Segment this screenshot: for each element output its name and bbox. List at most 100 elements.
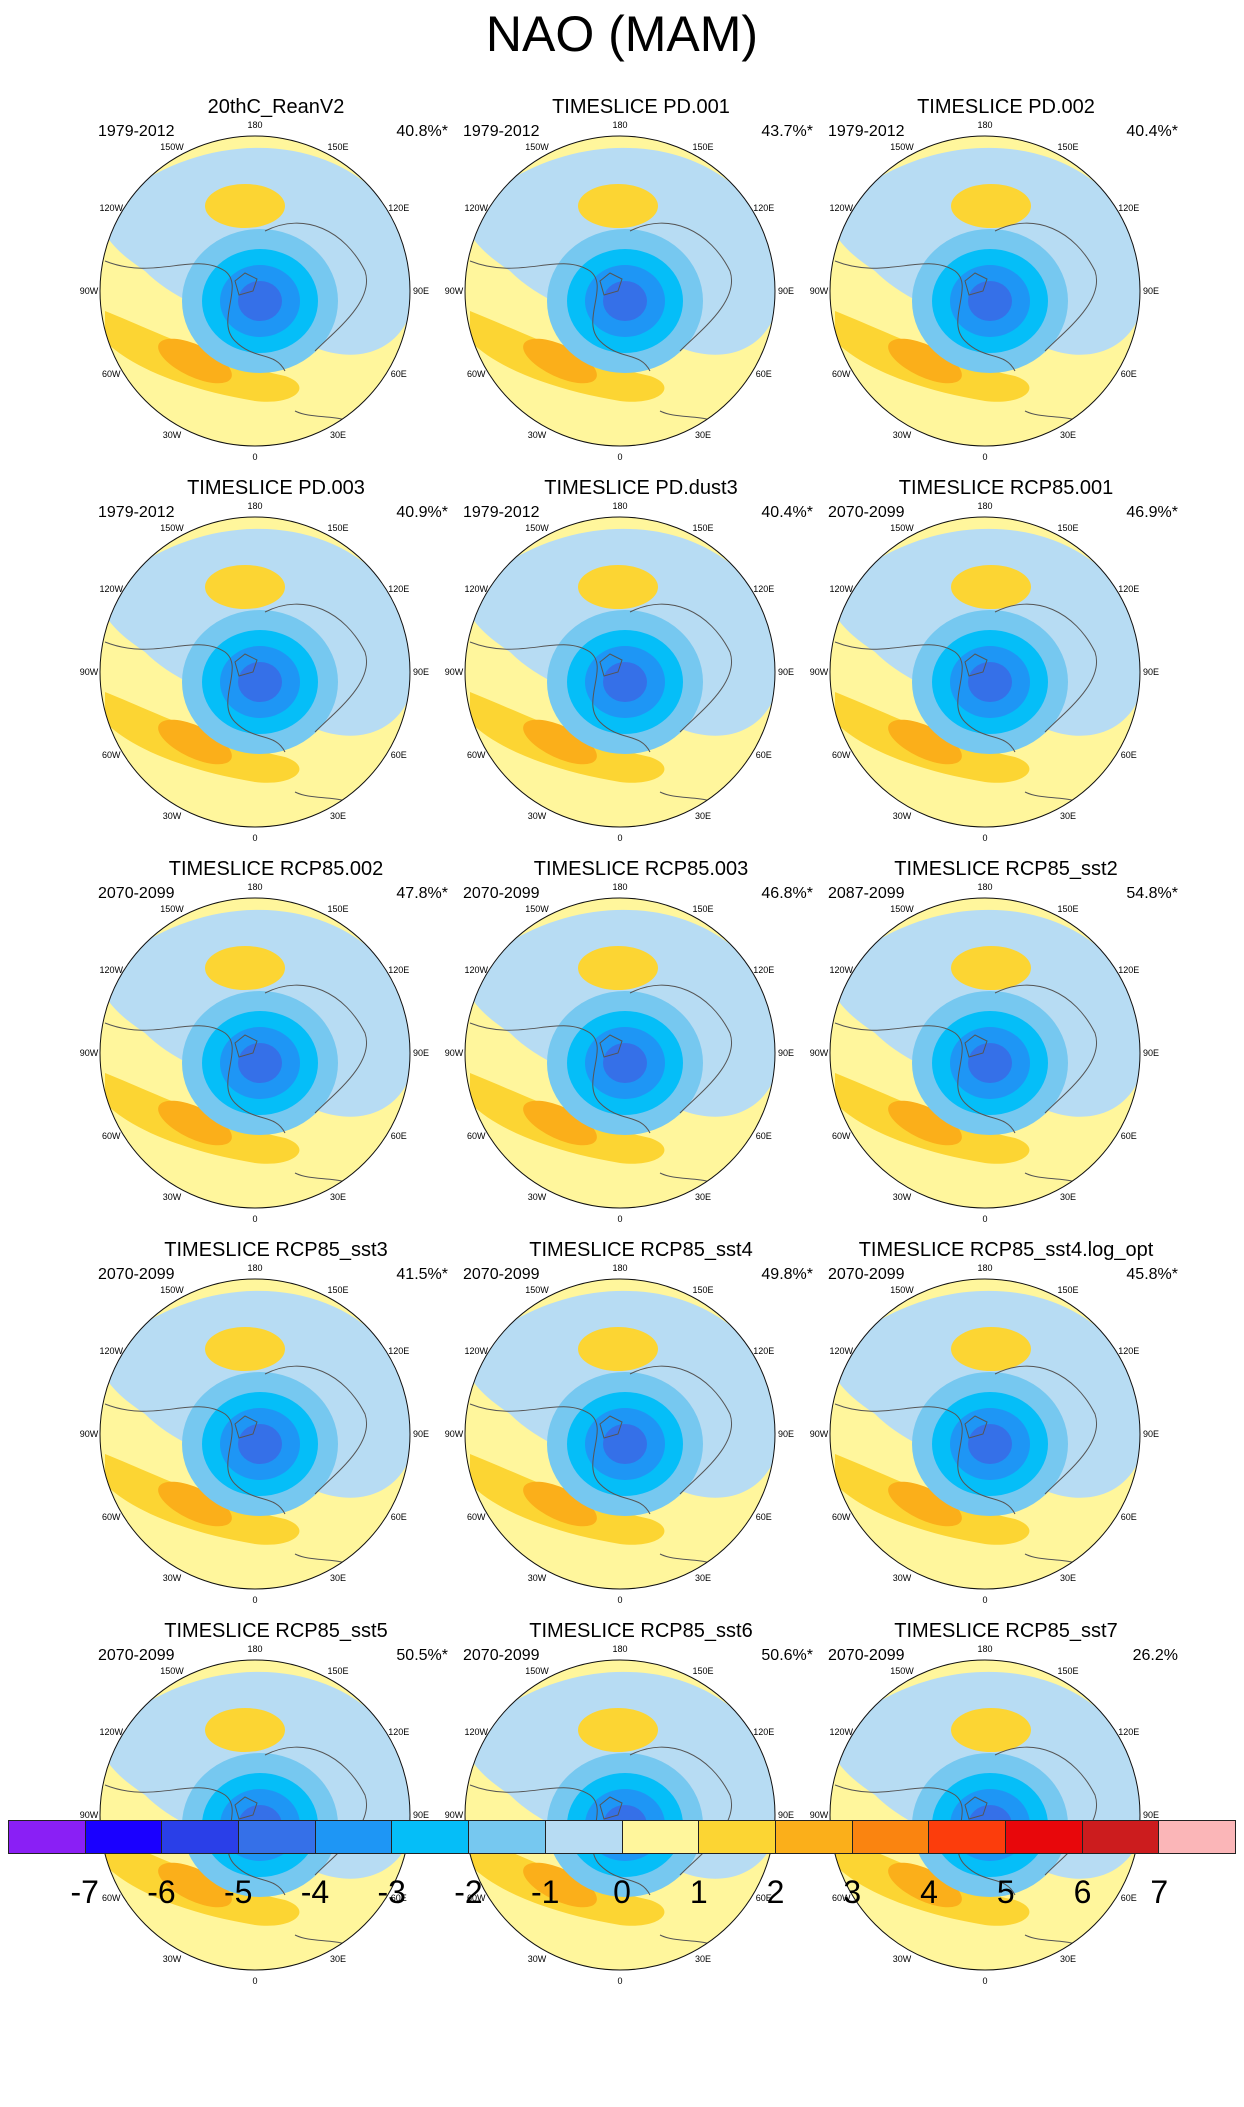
lon-label: 30W (528, 1954, 547, 1964)
coastline-west (104, 1784, 286, 1896)
colorbar-box (85, 1821, 163, 1853)
lon-label: 30E (695, 1192, 711, 1202)
arctic-negative-lobe-core (968, 281, 1012, 321)
coastline-arctic-island (234, 1796, 258, 1820)
lon-label: 30W (893, 430, 912, 440)
colorbar-box (9, 1821, 86, 1853)
panel-explained-variance: 49.8%* (761, 1266, 813, 1283)
lon-label: 30W (528, 430, 547, 440)
lon-label: 0 (617, 1976, 622, 1986)
lon-label: 0 (252, 1214, 257, 1224)
lon-label: 150W (525, 1666, 549, 1676)
lon-label: 90E (413, 1429, 429, 1439)
panel-explained-variance: 41.5%* (396, 1266, 448, 1283)
colorbar-box (545, 1821, 623, 1853)
lon-label: 60W (102, 1512, 121, 1522)
lon-label: 120W (99, 965, 123, 975)
lon-label: 180 (247, 120, 262, 130)
lon-label: 90W (810, 286, 829, 296)
lon-label: 0 (617, 833, 622, 843)
polar-stereographic-map: 180 150E 120E 90E 60E 30E 0 30W 60W 90W 120W 150W (810, 882, 1159, 1224)
lon-label: 120E (388, 965, 409, 975)
lon-label: 90E (778, 1429, 794, 1439)
lon-label: 180 (247, 1644, 262, 1654)
lon-label: 150W (160, 904, 184, 914)
lon-label: 60E (1121, 369, 1137, 379)
coastline-arctic-island (964, 1415, 988, 1439)
lon-label: 90W (80, 1048, 99, 1058)
atlantic-positive-core (523, 338, 597, 384)
lon-label: 90W (80, 1429, 99, 1439)
arctic-negative-lobe-core (238, 281, 282, 321)
lon-label: 120E (753, 203, 774, 213)
pacific-positive-lobe (951, 1708, 1031, 1752)
arctic-negative-lobe-core (238, 662, 282, 702)
map-border (99, 1278, 411, 1590)
lon-label: 90E (778, 1810, 794, 1820)
colorbar-box (622, 1821, 700, 1853)
lon-label: 180 (247, 882, 262, 892)
lon-label: 90E (1143, 1810, 1159, 1820)
coastline-east (994, 984, 1098, 1114)
panel-title: 20thC_ReanV2 (207, 96, 345, 118)
lon-label: 120E (388, 1727, 409, 1737)
polar-stereographic-map: 180 150E 120E 90E 60E 30E 0 30W 60W 90W 120W 150W (80, 1263, 429, 1605)
arctic-negative-lobe-core (968, 1424, 1012, 1464)
coastline-west (834, 1022, 1016, 1134)
lon-label: 90E (413, 1048, 429, 1058)
atlantic-positive-core (888, 719, 962, 765)
lon-label: 150E (692, 1666, 713, 1676)
lon-label: 90E (778, 286, 794, 296)
coastline-west (469, 1022, 651, 1134)
arctic-negative-lobe-core (603, 281, 647, 321)
atlantic-positive-core (158, 1100, 232, 1146)
lon-label: 150E (1057, 142, 1078, 152)
lon-label: 150E (1057, 523, 1078, 533)
colorbar-box (1082, 1821, 1160, 1853)
lon-label: 90W (810, 667, 829, 677)
pacific-positive-lobe (205, 946, 285, 990)
colorbar-tick-label: 7 (1150, 1874, 1169, 1910)
coastline-east (629, 1365, 733, 1495)
coastline-arctic-island (234, 1415, 258, 1439)
lon-label: 90W (810, 1810, 829, 1820)
polar-stereographic-map: 180 150E 120E 90E 60E 30E 0 30W 60W 90W 120W 150W (80, 882, 429, 1224)
lon-label: 90E (413, 667, 429, 677)
panel-explained-variance: 50.6%* (761, 1647, 813, 1664)
lon-label: 120W (99, 584, 123, 594)
coastline-arctic-island (599, 1796, 623, 1820)
lon-label: 90E (778, 1048, 794, 1058)
panel-explained-variance: 54.8%* (1126, 885, 1178, 902)
lon-label: 90W (445, 667, 464, 677)
coastline-east (264, 984, 368, 1114)
coastline-west (104, 1403, 286, 1515)
atlantic-positive-core (523, 1100, 597, 1146)
colorbar-box (852, 1821, 930, 1853)
panel-explained-variance: 45.8%* (1126, 1266, 1178, 1283)
lon-label: 120W (464, 1346, 488, 1356)
panel-explained-variance: 50.5%* (396, 1647, 448, 1664)
colorbar-box (929, 1821, 1006, 1853)
panel-explained-variance: 26.2% (1132, 1647, 1178, 1664)
figure-title: NAO (MAM) (485, 6, 759, 62)
map-panel: 180 150E 120E 90E 60E 30E 0 30W 60W 90W 120W 150W TI… (80, 1238, 456, 1605)
lon-label: 30W (893, 1573, 912, 1583)
lon-label: 60W (832, 1893, 851, 1903)
lon-label: 0 (982, 1976, 987, 1986)
lon-label: 30W (893, 1954, 912, 1964)
lon-label: 150E (327, 1285, 348, 1295)
colorbar-tick-label: 0 (613, 1874, 631, 1910)
lon-label: 60W (467, 1893, 486, 1903)
lon-label: 180 (977, 120, 992, 130)
lon-label: 180 (247, 501, 262, 511)
lon-label: 60E (1121, 1131, 1137, 1141)
lon-label: 60E (391, 750, 407, 760)
polar-stereographic-map: 180 150E 120E 90E 60E 30E 0 30W 60W 90W 120W 150W (810, 1644, 1159, 1986)
lon-label: 180 (977, 1263, 992, 1273)
lon-label: 30E (1060, 811, 1076, 821)
colorbar-tick-label: 5 (996, 1874, 1015, 1910)
pacific-positive-lobe (578, 946, 658, 990)
map-panel: 180 150E 120E 90E 60E 30E 0 30W 60W 90W 120W 150W TI… (445, 476, 821, 843)
lon-label: 90W (80, 1810, 99, 1820)
coastline-west (104, 260, 286, 372)
